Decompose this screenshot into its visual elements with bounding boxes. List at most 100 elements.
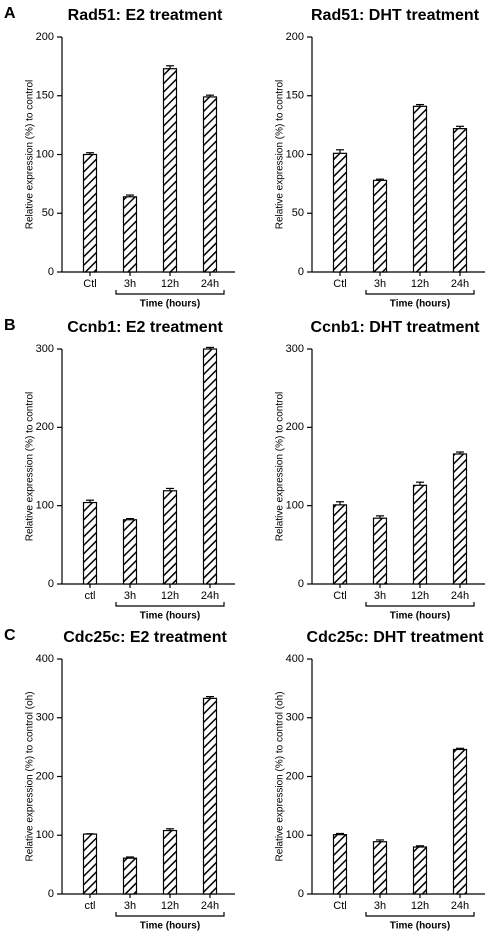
bar	[412, 846, 428, 895]
y-axis-label: Relative expression (%) to control (oh)	[25, 691, 36, 861]
x-tick-label: 3h	[124, 900, 136, 912]
time-bracket	[115, 290, 225, 295]
x-tick-label: 12h	[411, 590, 429, 602]
x-tick-label: 12h	[411, 900, 429, 912]
x-tick-label: 3h	[374, 590, 386, 602]
y-tick-label: 200	[36, 31, 54, 43]
x-tick-label: Ctl	[333, 590, 346, 602]
chart-title: Rad51: E2 treatment	[68, 7, 223, 24]
y-tick-label: 300	[36, 712, 54, 724]
x-tick-label: 12h	[161, 278, 179, 290]
x-tick-label: 3h	[124, 278, 136, 290]
bar	[452, 453, 468, 585]
time-bracket	[365, 912, 475, 917]
bar	[452, 748, 468, 895]
y-tick-label: 0	[48, 578, 54, 590]
x-axis-label: Time (hours)	[140, 299, 200, 310]
x-tick-label: Ctl	[83, 278, 96, 290]
bar	[372, 517, 388, 585]
x-tick-label: 24h	[201, 900, 219, 912]
x-tick-label: ctl	[85, 590, 96, 602]
bar	[332, 152, 348, 273]
y-tick-label: 200	[286, 770, 304, 782]
x-axis-label: Time (hours)	[140, 611, 200, 622]
y-tick-label: 300	[286, 343, 304, 355]
y-tick-label: 100	[286, 500, 304, 512]
y-tick-label: 0	[298, 266, 304, 278]
x-tick-label: 24h	[451, 590, 469, 602]
x-tick-label: ctl	[85, 900, 96, 912]
y-tick-label: 300	[286, 712, 304, 724]
bar	[412, 484, 428, 585]
x-tick-label: 24h	[201, 278, 219, 290]
bar	[122, 519, 138, 585]
y-tick-label: 100	[36, 829, 54, 841]
time-bracket	[115, 912, 225, 917]
y-tick-label: 100	[286, 148, 304, 160]
bar	[162, 68, 178, 273]
y-axis-label: Relative expression (%) to control	[275, 80, 286, 230]
y-tick-label: 100	[36, 500, 54, 512]
bar	[122, 196, 138, 273]
bar	[372, 179, 388, 273]
chart-title: Ccnb1: E2 treatment	[67, 319, 223, 336]
x-tick-label: 3h	[374, 900, 386, 912]
x-tick-label: 24h	[451, 278, 469, 290]
bar	[452, 128, 468, 273]
y-tick-label: 100	[36, 148, 54, 160]
y-tick-label: 50	[292, 207, 304, 219]
bar	[82, 833, 98, 895]
x-axis-label: Time (hours)	[390, 299, 450, 310]
bar	[332, 834, 348, 895]
x-tick-label: Ctl	[333, 278, 346, 290]
time-bracket	[115, 602, 225, 607]
y-tick-label: 0	[48, 266, 54, 278]
y-axis-label: Relative expression (%) to control	[275, 392, 286, 542]
bar	[202, 348, 218, 585]
time-bracket	[365, 290, 475, 295]
bar	[412, 105, 428, 273]
y-tick-label: 200	[286, 421, 304, 433]
y-tick-label: 0	[298, 578, 304, 590]
bar	[162, 829, 178, 895]
y-tick-label: 0	[298, 888, 304, 900]
x-tick-label: 12h	[411, 278, 429, 290]
y-axis-label: Relative expression (%) to control (oh)	[275, 691, 286, 861]
x-axis-label: Time (hours)	[390, 611, 450, 622]
bar	[332, 504, 348, 585]
y-tick-label: 200	[36, 421, 54, 433]
y-tick-label: 300	[36, 343, 54, 355]
y-tick-label: 150	[36, 90, 54, 102]
panel-label: A	[4, 5, 16, 22]
bar	[202, 697, 218, 895]
x-axis-label: Time (hours)	[140, 921, 200, 932]
panel-label: C	[4, 627, 16, 644]
bar	[122, 857, 138, 895]
x-axis-label: Time (hours)	[390, 921, 450, 932]
x-tick-label: 3h	[124, 590, 136, 602]
x-tick-label: Ctl	[333, 900, 346, 912]
x-tick-label: 12h	[161, 900, 179, 912]
bar	[82, 501, 98, 585]
chart-title: Rad51: DHT treatment	[311, 7, 480, 24]
y-axis-label: Relative expression (%) to control	[25, 392, 36, 542]
x-tick-label: 24h	[451, 900, 469, 912]
y-axis-label: Relative expression (%) to control	[25, 80, 36, 230]
bar	[372, 841, 388, 895]
y-tick-label: 400	[36, 653, 54, 665]
bar	[82, 153, 98, 273]
x-tick-label: 3h	[374, 278, 386, 290]
chart-title: Ccnb1: DHT treatment	[311, 319, 481, 336]
y-tick-label: 150	[286, 90, 304, 102]
chart-title: Cdc25c: E2 treatment	[63, 629, 227, 646]
bar	[162, 490, 178, 585]
y-tick-label: 200	[36, 770, 54, 782]
y-tick-label: 400	[286, 653, 304, 665]
y-tick-label: 200	[286, 31, 304, 43]
x-tick-label: 24h	[201, 590, 219, 602]
bar	[202, 96, 218, 273]
y-tick-label: 50	[42, 207, 54, 219]
y-tick-label: 100	[286, 829, 304, 841]
panel-label: B	[4, 317, 16, 334]
